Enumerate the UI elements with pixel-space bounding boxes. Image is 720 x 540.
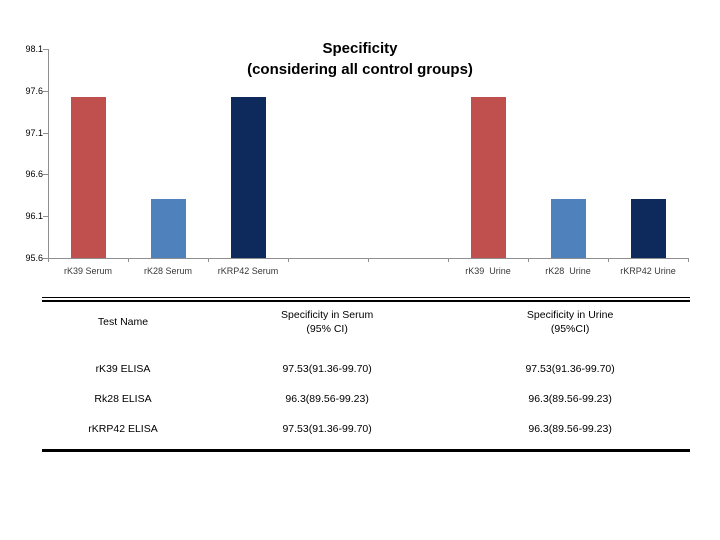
table-row: rKRP42 ELISA 97.53(91.36-99.70) 96.3(89.56…	[42, 414, 690, 444]
test-name-cell: rKRP42 ELISA	[88, 423, 158, 435]
x-axis-label-rk28-serum: rK28 Serum	[143, 266, 193, 276]
header-cell-test-name: Test Name	[42, 302, 204, 354]
x-axis-label-rk28-urine: rK28 Urine	[545, 266, 591, 276]
x-tick	[608, 258, 609, 262]
x-tick	[528, 258, 529, 262]
serum-value-cell: 97.53(91.36-99.70)	[282, 423, 372, 435]
table-header-row: Test Name Specificity in Serum (95% CI) Spe…	[42, 302, 690, 354]
urine-value-cell: 97.53(91.36-99.70)	[525, 363, 615, 375]
urine-value-cell: 96.3(89.56-99.23)	[528, 423, 612, 435]
bar-rk28-urine	[550, 199, 586, 258]
x-tick	[368, 258, 369, 262]
header-cell-specificity-in-serum: Specificity in Serum (95% CI)	[204, 302, 450, 354]
y-tick	[43, 133, 48, 134]
x-axis-label-rk39-urine: rK39 Urine	[465, 266, 511, 276]
header-cell-specificity-in-urine: Specificity in Urine (95%CI)	[450, 302, 690, 354]
table-top-rule	[42, 297, 690, 302]
specificity-chart: 98.1 97.6 97.1 96.6 96.1 95.6 rK39 Serum rK28 S…	[25, 44, 689, 276]
header-label: Specificity in Urine	[526, 309, 614, 321]
y-tick	[43, 91, 48, 92]
test-name-cell: Rk28 ELISA	[94, 393, 152, 405]
header-sublabel: (95%CI)	[550, 323, 590, 335]
y-axis-line	[48, 49, 49, 258]
test-name-cell: rK39 ELISA	[95, 363, 151, 375]
x-axis-label-rkrp42-serum: rKRP42 Serum	[217, 266, 279, 276]
results-table: Test Name Specificity in Serum (95% CI) Spe…	[42, 302, 690, 444]
y-tick	[43, 258, 48, 259]
x-tick	[128, 258, 129, 262]
header-label: Test Name	[97, 316, 149, 328]
bar-rk39-serum	[70, 96, 106, 258]
chart-title: Specificity (considering all control gro…	[0, 38, 720, 80]
table-body: rK39 ELISA 97.53(91.36-99.70) 97.53(91.36-…	[42, 354, 690, 444]
chart-title-line-2: (considering all control groups)	[247, 61, 473, 78]
y-tick-label: 96.1	[25, 211, 43, 221]
x-axis-label-rk39-serum: rK39 Serum	[63, 266, 113, 276]
y-tick-label: 98.1	[25, 44, 43, 54]
y-tick	[43, 49, 48, 50]
specificity-table: Test Name Specificity in Serum (95% CI) Spe…	[42, 297, 690, 452]
header-sublabel: (95% CI)	[306, 323, 348, 335]
serum-value-cell: 97.53(91.36-99.70)	[282, 363, 372, 375]
y-tick	[43, 216, 48, 217]
x-tick	[688, 258, 689, 262]
bar-rkrp42-serum	[230, 96, 266, 258]
bar-rkrp42-urine	[630, 199, 666, 258]
table-row: Rk28 ELISA 96.3(89.56-99.23) 96.3(89.56-99…	[42, 384, 690, 414]
y-tick	[43, 174, 48, 175]
table-bottom-rule	[42, 449, 690, 452]
x-tick	[208, 258, 209, 262]
y-tick-label: 95.6	[25, 253, 43, 263]
x-axis-label-rkrp42-urine: rKRP42 Urine	[620, 266, 676, 276]
urine-value-cell: 96.3(89.56-99.23)	[528, 393, 612, 405]
x-tick	[448, 258, 449, 262]
y-tick-label: 97.1	[25, 128, 43, 138]
y-tick-label: 96.6	[25, 169, 43, 179]
y-tick-label: 97.6	[25, 86, 43, 96]
chart-plot: 98.1 97.6 97.1 96.6 96.1 95.6 rK39 Serum rK28 S…	[25, 44, 689, 276]
chart-title-line-1: Specificity	[322, 40, 398, 57]
table-row: rK39 ELISA 97.53(91.36-99.70) 97.53(91.36-…	[42, 354, 690, 384]
bar-rk39-urine	[470, 96, 506, 258]
serum-value-cell: 96.3(89.56-99.23)	[285, 393, 369, 405]
x-tick	[48, 258, 49, 262]
header-label: Specificity in Serum	[281, 309, 374, 321]
x-tick	[288, 258, 289, 262]
bar-rk28-serum	[150, 199, 186, 258]
